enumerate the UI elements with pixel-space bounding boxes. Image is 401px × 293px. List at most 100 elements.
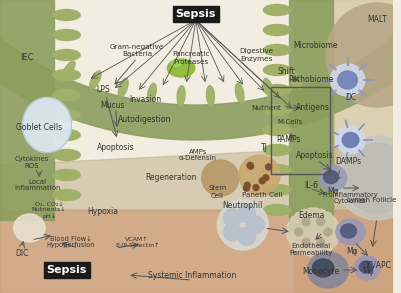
Ellipse shape [239, 155, 280, 195]
Circle shape [302, 218, 310, 226]
Polygon shape [0, 210, 393, 293]
Ellipse shape [263, 25, 291, 35]
Ellipse shape [14, 214, 45, 242]
Text: Regeneration: Regeneration [146, 173, 197, 183]
Ellipse shape [263, 125, 291, 135]
Polygon shape [0, 0, 54, 220]
Text: LPS: LPS [96, 86, 109, 95]
Text: Mφ: Mφ [346, 248, 358, 256]
Ellipse shape [53, 130, 80, 141]
Ellipse shape [167, 59, 195, 77]
Ellipse shape [171, 59, 181, 67]
Text: DC/APC: DC/APC [363, 260, 391, 270]
Text: Microbiome: Microbiome [293, 40, 338, 50]
Circle shape [324, 228, 332, 236]
Ellipse shape [53, 190, 80, 200]
Text: AMPs
α-Defensin: AMPs α-Defensin [179, 149, 217, 161]
Text: IEC: IEC [20, 54, 34, 62]
Circle shape [253, 185, 259, 191]
Ellipse shape [148, 83, 156, 103]
Ellipse shape [312, 259, 334, 277]
Text: Mφ: Mφ [327, 188, 339, 197]
Ellipse shape [53, 30, 80, 40]
Circle shape [259, 178, 265, 184]
Text: Sepsis: Sepsis [176, 9, 216, 19]
Polygon shape [0, 0, 401, 140]
Ellipse shape [62, 61, 75, 78]
Ellipse shape [263, 78, 273, 97]
Circle shape [343, 143, 401, 213]
Polygon shape [0, 145, 393, 210]
Ellipse shape [359, 261, 373, 273]
Ellipse shape [53, 69, 80, 81]
Polygon shape [289, 0, 333, 230]
Text: Nutrient: Nutrient [251, 105, 281, 111]
Ellipse shape [177, 86, 185, 106]
Circle shape [238, 227, 255, 246]
Ellipse shape [263, 144, 291, 156]
Text: M-Cells: M-Cells [277, 119, 302, 125]
Ellipse shape [263, 45, 291, 55]
Circle shape [317, 218, 324, 226]
Ellipse shape [90, 71, 101, 89]
Text: MALT: MALT [367, 16, 387, 25]
Ellipse shape [263, 205, 291, 215]
Circle shape [317, 239, 324, 246]
Text: Invasion: Invasion [129, 96, 161, 105]
Ellipse shape [53, 9, 80, 21]
Polygon shape [294, 0, 393, 293]
Circle shape [238, 205, 255, 223]
Circle shape [243, 185, 249, 191]
Ellipse shape [308, 252, 348, 288]
Circle shape [336, 136, 401, 220]
Text: Pancreatic
Proteases: Pancreatic Proteases [172, 52, 210, 64]
Text: O₂, CO₂↓
Nutrients↓
pH↓: O₂, CO₂↓ Nutrients↓ pH↓ [32, 202, 66, 219]
Text: Lymph Follicle: Lymph Follicle [347, 197, 397, 203]
Ellipse shape [341, 224, 356, 238]
Text: PAMPs: PAMPs [277, 135, 301, 144]
Ellipse shape [286, 208, 340, 256]
Circle shape [244, 182, 250, 188]
Ellipse shape [53, 89, 80, 100]
Text: ProInflammatory
Cytokines: ProInflammatory Cytokines [323, 192, 378, 205]
Ellipse shape [53, 169, 80, 180]
Text: Mφ: Mφ [362, 268, 374, 277]
Ellipse shape [235, 83, 244, 103]
Circle shape [263, 175, 269, 181]
Ellipse shape [342, 132, 359, 147]
Ellipse shape [263, 185, 291, 195]
Ellipse shape [336, 126, 365, 154]
Circle shape [248, 163, 254, 169]
Text: Paneth Cell: Paneth Cell [242, 192, 283, 198]
Ellipse shape [217, 200, 268, 250]
Text: Local
Inflammation: Local Inflammation [14, 178, 61, 192]
Text: TJ: TJ [261, 144, 268, 152]
Text: Antigens: Antigens [296, 103, 330, 113]
Text: Autodigestion: Autodigestion [118, 115, 172, 125]
Ellipse shape [53, 149, 80, 161]
Ellipse shape [53, 110, 80, 120]
Text: DIC: DIC [15, 248, 28, 258]
Ellipse shape [336, 219, 365, 245]
Ellipse shape [118, 78, 128, 97]
Text: Monocyte: Monocyte [303, 268, 340, 277]
Text: Neutrophil: Neutrophil [223, 200, 263, 209]
Circle shape [224, 223, 241, 241]
Text: Stem
Cell: Stem Cell [208, 185, 227, 198]
Circle shape [326, 3, 401, 107]
Text: Mucus: Mucus [100, 100, 125, 110]
Text: Sepsis: Sepsis [47, 265, 87, 275]
Text: Goblet Cells: Goblet Cells [16, 124, 62, 132]
Ellipse shape [207, 86, 215, 106]
Ellipse shape [263, 164, 291, 176]
Text: Endothelial
Permeability: Endothelial Permeability [290, 243, 333, 256]
Text: Systemic Inflammation: Systemic Inflammation [148, 270, 236, 280]
Text: DC: DC [345, 93, 356, 103]
Ellipse shape [202, 160, 239, 196]
Ellipse shape [324, 171, 338, 183]
Text: Apoptosis: Apoptosis [296, 151, 334, 159]
Text: DAMPs: DAMPs [336, 158, 362, 166]
Circle shape [224, 209, 241, 227]
Circle shape [247, 216, 264, 234]
Text: Hypoxia: Hypoxia [87, 207, 118, 217]
